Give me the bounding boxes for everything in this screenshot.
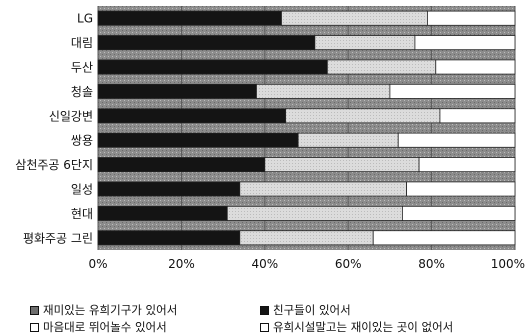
legend-label-nowhere-else: 유희시설말고는 재이있는 곳이 없어서 [273,320,454,334]
bar-segment [297,132,399,148]
bar-segment [256,83,391,99]
bar-segment [97,83,257,99]
bar-segment [285,108,441,124]
legend-label-friends: 친구들이 있어서 [273,303,351,317]
bar-segment [264,157,420,173]
legend-swatch-friends [260,305,269,315]
legend-swatch-fun-rides [30,305,39,315]
bar-segment [226,205,403,221]
bar-segment [97,181,241,197]
x-tick-label: 20% [168,257,195,271]
bar-segment [97,35,316,51]
bar-segment [372,230,516,246]
category-label: 평화주공 그린 [23,231,93,245]
category-label: LG [77,12,93,26]
x-tick-label: 60% [335,257,362,271]
bar-segment [402,205,516,221]
legend-label-play-freely: 마음대로 뛰어놀수 있어서 [43,320,167,334]
bar-segment [389,83,516,99]
legend-item-nowhere-else: 유희시설말고는 재이있는 곳이 없어서 [260,319,453,335]
bar-segment [418,157,516,173]
bar-segment [326,59,437,75]
x-tick-label: 80% [418,257,445,271]
legend-swatch-nowhere-else [260,322,269,332]
bar-segment [439,108,516,124]
bar-segment [397,132,516,148]
category-label: 대림 [71,36,93,50]
legend-item-fun-rides: 재미있는 유희기구가 있어서 [30,302,177,318]
bar-segment [281,10,428,26]
category-label: 쌍용 [71,134,93,148]
bar-segment [97,108,287,124]
category-label: 일성 [71,183,93,197]
x-tick-label: 0% [88,257,107,271]
category-label: 현대 [71,207,93,221]
x-tick-labels: 0% 20% 40% 60% 80% 100% [88,257,525,271]
x-tick-label: 100% [491,257,525,271]
x-tick-label: 40% [251,257,278,271]
legend-item-friends: 친구들이 있어서 [260,302,351,318]
bars [97,10,516,246]
bar-segment [97,132,299,148]
bar-segment [414,35,516,51]
bar-segment [239,230,374,246]
bar-segment [239,181,407,197]
bar-segment [406,181,516,197]
legend-swatch-play-freely [30,322,39,332]
bar-segment [314,35,416,51]
bar-segment [97,10,282,26]
bar-segment [435,59,516,75]
category-label: 청솔 [71,85,93,99]
legend-item-play-freely: 마음대로 뛰어놀수 있어서 [30,319,167,335]
category-label: 신일강변 [49,109,93,123]
bar-segment [97,230,241,246]
bar-segment [97,205,228,221]
bar-segment [97,59,328,75]
bar-segment [97,157,266,173]
category-label: 두산 [71,61,93,75]
category-label: 삼천주공 6단지 [15,157,93,172]
legend-label-fun-rides: 재미있는 유희기구가 있어서 [43,303,178,317]
bar-segment [427,10,516,26]
